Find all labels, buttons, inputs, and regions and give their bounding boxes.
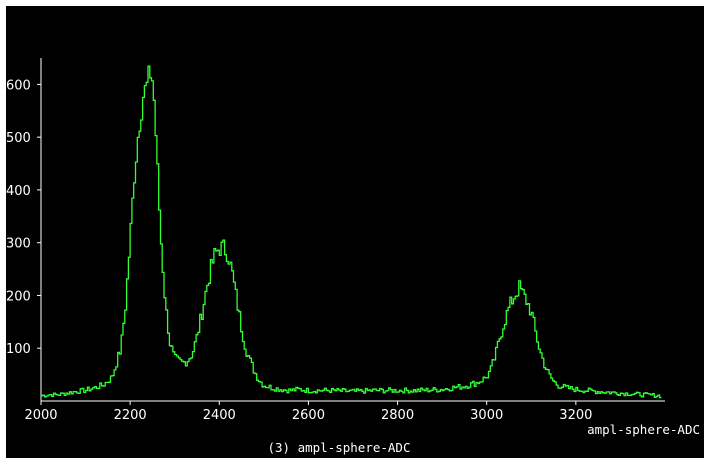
x-tick-label: 2200 [114,408,147,423]
x-tick-label: 3200 [559,408,592,423]
y-tick-label: 600 [6,78,31,93]
y-tick-label: 300 [6,237,31,252]
x-tick-label: 3000 [470,408,503,423]
x-tick-group: 2000 2200 2400 2600 2800 3000 3200 [24,401,592,423]
histogram-window: 100 200 300 400 500 600 2000 2200 2400 2600 2800 3… [6,6,704,458]
y-tick-label: 500 [6,131,31,146]
histogram-series-line [41,65,662,399]
x-axis-label: ampl-sphere-ADC [587,422,700,437]
histogram-chart: 100 200 300 400 500 600 2000 2200 2400 2600 2800 3… [6,58,700,455]
y-tick-label: 400 [6,184,31,199]
y-tick-label: 200 [6,289,31,304]
y-tick-group: 100 200 300 400 500 600 [6,78,41,357]
y-tick-label: 100 [6,342,31,357]
chart-title: (3) ampl-sphere-ADC [268,440,411,455]
x-tick-label: 2400 [203,408,236,423]
x-tick-label: 2600 [292,408,325,423]
x-tick-label: 2800 [381,408,414,423]
x-tick-label: 2000 [24,408,57,423]
